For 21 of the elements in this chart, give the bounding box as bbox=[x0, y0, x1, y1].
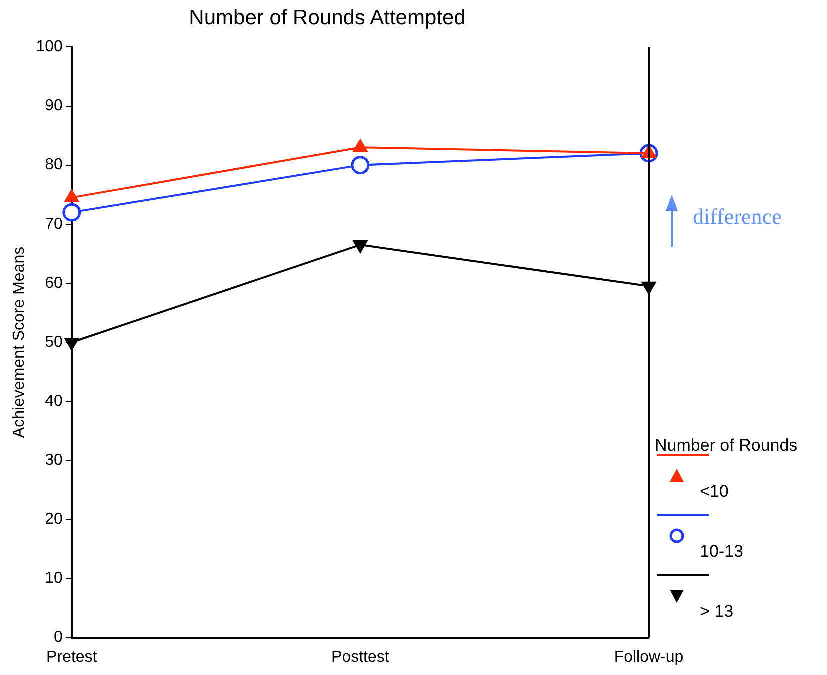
text: difference bbox=[693, 204, 782, 229]
x-tick-label: Pretest bbox=[46, 648, 98, 666]
y-tick-label: 70 bbox=[45, 216, 63, 233]
y-tick-label: 80 bbox=[45, 156, 63, 174]
x-tick-label: Follow-up bbox=[614, 648, 684, 666]
text: 10-13 bbox=[700, 542, 744, 562]
y-tick-label: 0 bbox=[54, 629, 63, 646]
y-tick-label: 20 bbox=[45, 511, 63, 528]
y-tick-label: 50 bbox=[45, 334, 63, 351]
y-tick-label: 40 bbox=[45, 392, 63, 410]
y-tick-label: 10 bbox=[45, 570, 63, 588]
y-tick-label: 100 bbox=[36, 38, 63, 56]
x-tick-label: Posttest bbox=[332, 648, 390, 666]
legend-title: Number of Rounds bbox=[655, 436, 799, 456]
text: <10 bbox=[700, 482, 729, 502]
chart-title: Number of Rounds Attempted bbox=[189, 6, 466, 30]
y-tick-label: 30 bbox=[45, 452, 63, 470]
y-tick-label: 60 bbox=[45, 274, 63, 292]
y-axis-title: Achievement Score Means bbox=[11, 246, 28, 438]
text: > 13 bbox=[700, 602, 734, 622]
y-tick-label: 90 bbox=[45, 98, 63, 115]
